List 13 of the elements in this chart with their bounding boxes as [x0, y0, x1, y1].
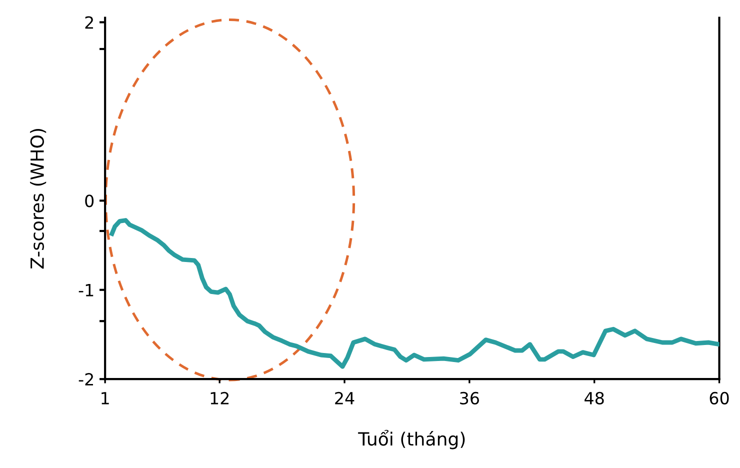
x-tick-label: 12	[210, 392, 229, 404]
x-tick-label: 24	[335, 392, 354, 404]
x-tick-label: 36	[460, 392, 479, 404]
x-tick-label: 1	[102, 392, 109, 404]
y-tick-label: -2	[78, 373, 93, 386]
line-series	[110, 218, 720, 369]
y-axis-title: Z-scores (WHO)	[30, 129, 46, 269]
x-axis-title: Tuổi (tháng)	[358, 430, 465, 450]
y-tick-label: 2	[85, 16, 93, 29]
x-tick-label: 48	[584, 392, 604, 404]
y-tick-label: 0	[85, 194, 94, 208]
y-tick-label: -1	[78, 284, 94, 296]
x-tick-label: 60	[710, 392, 729, 404]
